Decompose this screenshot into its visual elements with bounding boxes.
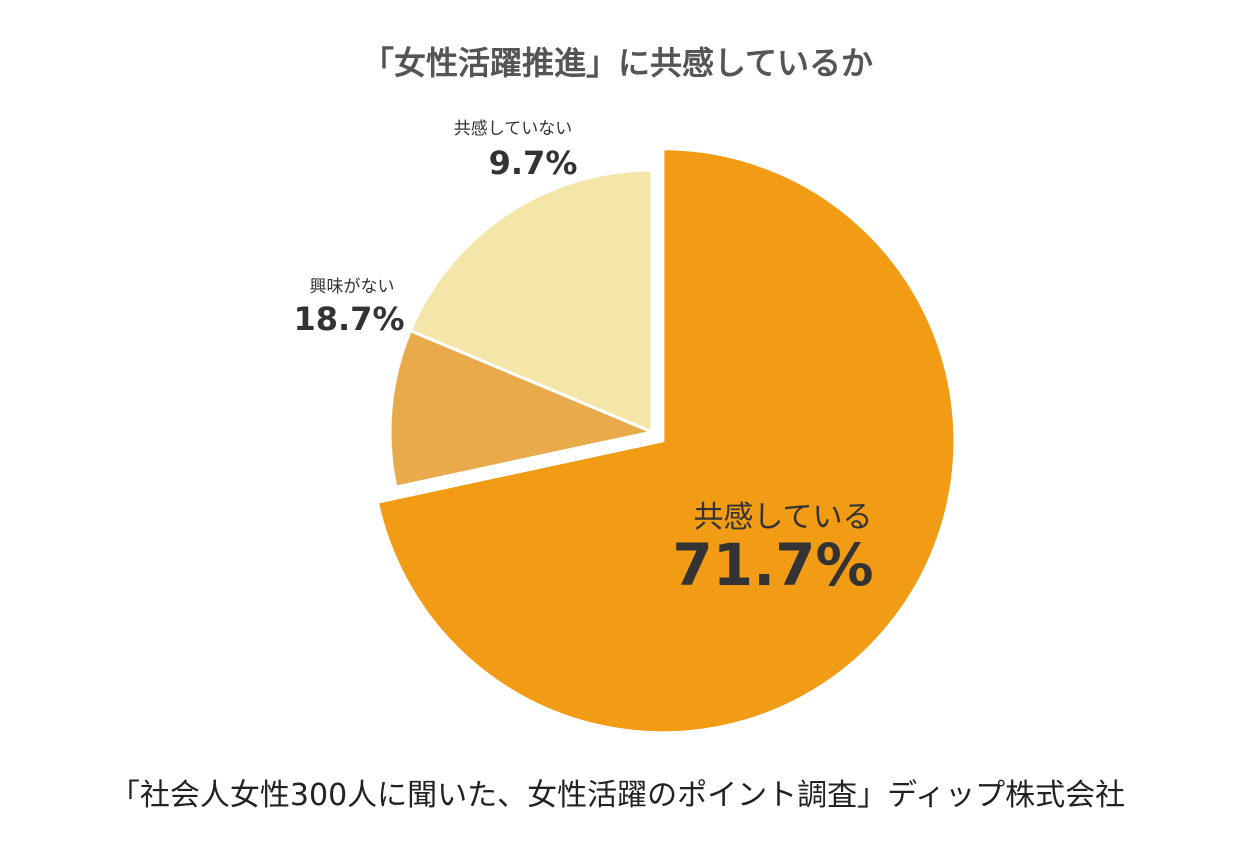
slice-value-2: 9.7% [489, 144, 578, 182]
slice-value-1: 71.7% [672, 531, 873, 599]
slice-label-1: 共感している [693, 500, 872, 535]
pie-slice-2 [388, 328, 657, 489]
source-caption: 「社会人女性300人に聞いた、女性活躍のポイント調査」ディップ株式会社 [109, 778, 1126, 813]
slice-label-2: 共感していない [454, 119, 573, 139]
chart-title: 「女性活躍推進」に共感しているか [361, 44, 874, 82]
slice-value-3: 18.7% [293, 300, 404, 338]
pie-slice-3 [408, 168, 654, 435]
slice-label-3: 興味がない [310, 277, 395, 297]
pie-slice-1 [375, 147, 957, 735]
pie-slices [375, 147, 957, 735]
